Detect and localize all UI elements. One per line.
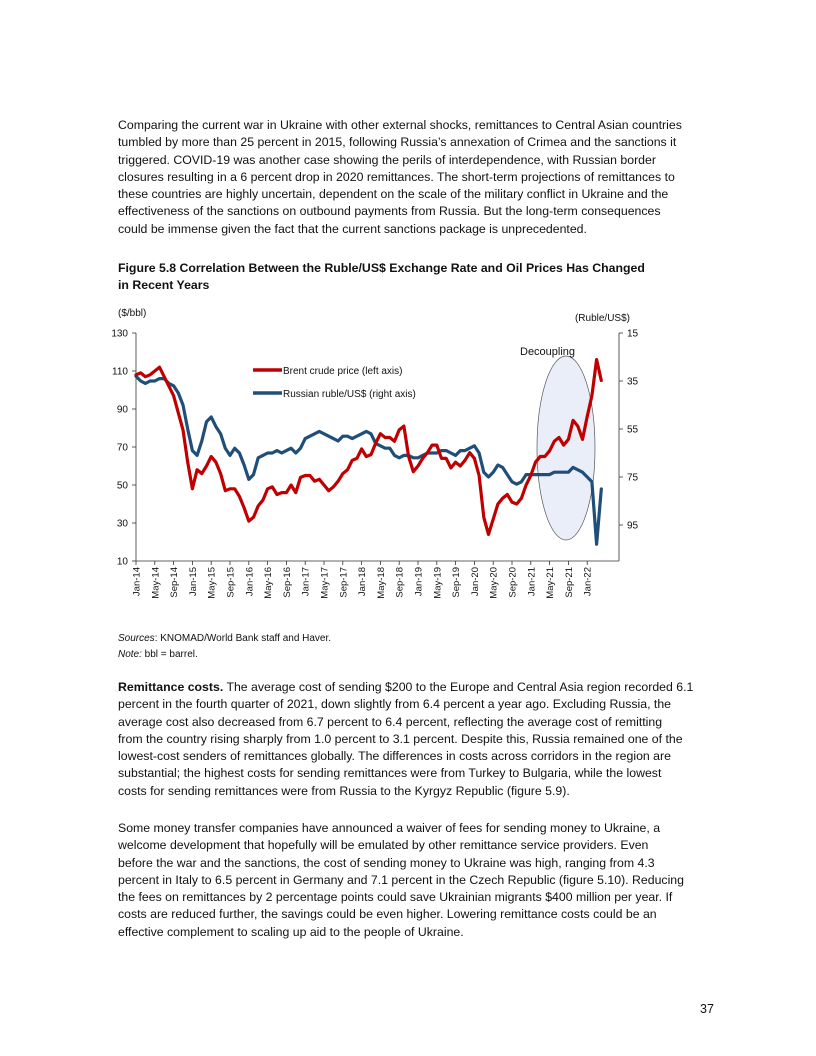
x-tick-label: May-21: [545, 567, 556, 599]
x-tick-label: May-14: [150, 567, 161, 599]
left-tick-label: 30: [117, 519, 129, 530]
left-tick-label: 130: [111, 329, 128, 340]
text-line: tumbled by more than 25 percent in 2015,…: [118, 135, 677, 150]
paragraph-remittance-costs: Remittance costs. The average cost of se…: [118, 679, 718, 800]
left-tick-label: 50: [117, 481, 129, 492]
right-tick-label: 75: [627, 473, 639, 484]
paragraph-intro: Comparing the current war in Ukraine wit…: [118, 117, 718, 238]
ruble-rate-line: [134, 374, 603, 546]
x-tick-label: Sep-15: [226, 567, 237, 598]
text-line: these countries are highly uncertain, de…: [118, 187, 669, 202]
sources-text: : KNOMAD/World Bank staff and Haver.: [154, 633, 332, 644]
paragraph-lead: Remittance costs.: [118, 680, 224, 694]
left-tick-label: 90: [117, 405, 129, 416]
text-line: welcome development that hopefully will …: [118, 838, 649, 853]
text-line: substantial; the highest costs for sendi…: [118, 766, 662, 781]
left-tick-label: 70: [117, 443, 129, 454]
note-label: Note:: [118, 649, 142, 660]
figure-caption: Figure 5.8 Correlation Between the Ruble…: [118, 260, 645, 293]
right-axis-label: (Ruble/US$): [575, 313, 630, 324]
x-tick-label: Jan-22: [583, 567, 594, 596]
sources-label: Sources: [118, 633, 155, 644]
x-tick-label: Sep-21: [564, 567, 575, 598]
x-tick-label: Jan-15: [188, 567, 199, 596]
text-line: average cost also decreased from 6.7 per…: [118, 714, 663, 729]
x-tick-label: Jan-18: [357, 567, 368, 596]
x-tick-label: Jan-14: [132, 567, 143, 596]
text-line: costs for sending remittances were from …: [118, 783, 570, 798]
x-tick-label: Sep-19: [451, 567, 462, 598]
text-line: Some money transfer companies have annou…: [118, 821, 661, 835]
x-tick-label: Sep-18: [395, 567, 406, 598]
caption-line: Figure 5.8 Correlation Between the Ruble…: [118, 261, 645, 275]
x-tick-label: May-16: [263, 567, 274, 599]
paragraph-fee-waiver: Some money transfer companies have annou…: [118, 820, 718, 941]
text-line: closures resulting in a 6 percent drop i…: [118, 169, 675, 184]
decoupling-annotation: Decoupling: [520, 346, 575, 358]
text-line: could be immense given the fact that the…: [118, 221, 587, 236]
right-tick-label: 15: [627, 329, 639, 340]
text-line: Comparing the current war in Ukraine wit…: [118, 118, 682, 132]
x-tick-label: Sep-14: [169, 567, 180, 598]
text-line: effectiveness of the sanctions on outbou…: [118, 204, 661, 219]
left-tick-label: 110: [112, 367, 128, 378]
x-tick-label: Jan-20: [470, 567, 481, 596]
x-tick-label: Jan-21: [526, 567, 537, 596]
x-tick-label: May-19: [432, 567, 443, 599]
caption-line: in Recent Years: [118, 277, 210, 292]
text-line: effective complement to scaling up aid t…: [118, 924, 464, 939]
text-line: before the war and the sanctions, the co…: [118, 855, 655, 870]
decoupling-ellipse: [536, 355, 596, 541]
figure-sources: Sources: KNOMAD/World Bank staff and Hav…: [118, 631, 331, 647]
x-tick-label: Jan-19: [414, 567, 425, 596]
x-tick-label: Sep-16: [282, 567, 293, 598]
figure-note: Note: bbl = barrel.: [118, 647, 198, 663]
text-line: lowest-cost senders of remittances globa…: [118, 749, 671, 764]
right-tick-label: 95: [627, 521, 639, 532]
x-tick-label: Jan-16: [244, 567, 255, 596]
x-tick-label: May-18: [376, 567, 387, 599]
text-line: the fees on remittances by 2 percentage …: [118, 890, 673, 905]
x-tick-label: May-17: [320, 567, 331, 599]
legend-label-brent: Brent crude price (left axis): [283, 366, 403, 377]
page-number: 37: [700, 1002, 714, 1016]
left-tick-label: 10: [117, 557, 129, 568]
right-tick-label: 35: [627, 377, 639, 388]
x-tick-label: May-20: [489, 567, 500, 599]
note-text: bbl = barrel.: [141, 649, 198, 660]
x-tick-label: Sep-17: [338, 567, 349, 598]
text-line: The average cost of sending $200 to the …: [223, 680, 694, 694]
right-tick-label: 55: [627, 425, 639, 436]
text-line: from the country rising sharply from 1.0…: [118, 731, 683, 746]
text-line: percent in the fourth quarter of 2021, d…: [118, 697, 671, 712]
x-tick-label: Sep-20: [508, 567, 519, 598]
left-axis-label: ($/bbl): [118, 308, 146, 319]
legend-label-ruble: Russian ruble/US$ (right axis): [283, 389, 416, 400]
text-line: triggered. COVID-19 was another case sho…: [118, 152, 656, 167]
brent-price-line: [134, 358, 603, 537]
text-line: costs are reduced further, the savings c…: [118, 907, 657, 922]
text-line: percent in Italy to 6.5 percent in Germa…: [118, 872, 684, 887]
x-tick-label: Jan-17: [301, 567, 312, 596]
x-tick-label: May-15: [207, 567, 218, 599]
